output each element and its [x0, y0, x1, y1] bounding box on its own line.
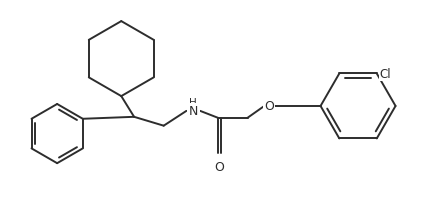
- Text: N: N: [189, 105, 198, 118]
- Text: O: O: [264, 100, 274, 113]
- Text: Cl: Cl: [380, 68, 391, 81]
- Text: O: O: [214, 160, 224, 173]
- Text: H: H: [190, 97, 197, 107]
